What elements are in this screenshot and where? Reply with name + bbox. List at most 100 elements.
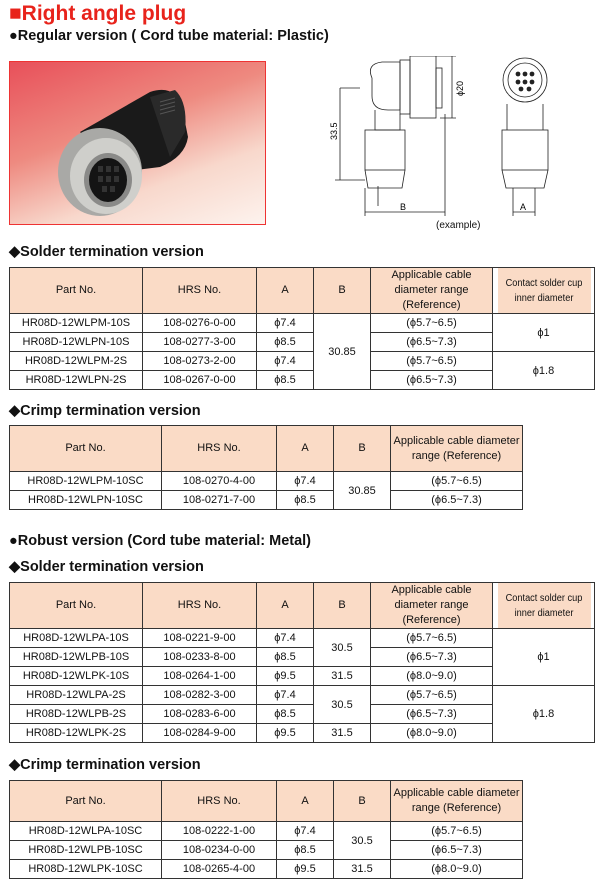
cell-dim-a: ϕ8.5: [276, 840, 334, 860]
cell-part-no: HR08D-12WLPN-10S: [9, 332, 143, 352]
column-header-part-no: Part No.: [9, 780, 162, 822]
cell-cable-range: (ϕ5.7~6.5): [370, 313, 493, 333]
cell-cable-range: (ϕ5.7~6.5): [370, 351, 493, 371]
column-header-dim-b: B: [313, 582, 371, 629]
header-row: Part No. HRS No. A B Applicable cable diamet…: [9, 425, 523, 472]
cell-hrs-no: 108-0234-0-00: [161, 840, 277, 860]
cell-hrs-no: 108-0276-0-00: [142, 313, 257, 333]
column-header-part-no: Part No.: [9, 267, 143, 314]
cell-hrs-no: 108-0233-8-00: [142, 647, 257, 667]
regular-version-heading: ●Regular version ( Cord tube material: P…: [9, 28, 329, 44]
regular-crimp-table: Part No. HRS No. A B Applicable cable diamet…: [9, 425, 523, 510]
robust-crimp-table: Part No. HRS No. A B Applicable cable diamet…: [9, 780, 523, 879]
column-header-hrs-no: HRS No.: [142, 582, 257, 629]
cell-dim-a: ϕ8.5: [256, 647, 314, 667]
header-row: Part No. HRS No. A B Applicable cable diamet…: [9, 780, 523, 822]
cell-cable-range: (ϕ5.7~6.5): [370, 628, 493, 648]
cell-dim-a: ϕ7.4: [256, 351, 314, 371]
cell-part-no: HR08D-12WLPM-10S: [9, 313, 143, 333]
cell-dim-b: 30.85: [313, 313, 371, 390]
cell-part-no: HR08D-12WLPA-10SC: [9, 821, 162, 841]
dim-height-label: 33.5: [329, 122, 339, 140]
cell-dim-a: ϕ9.5: [276, 859, 334, 879]
cell-dim-a: ϕ8.5: [276, 490, 334, 510]
cell-dim-a: ϕ9.5: [256, 723, 314, 743]
table-row: HR08D-12WLPA-10S 108-0221-9-00 ϕ7.4 30.5 (ϕ5…: [9, 628, 595, 686]
column-header-solder-cup-diameter: Contact solder cup inner diameter: [496, 267, 591, 314]
table-row: HR08D-12WLPN-10SC 108-0271-7-00 ϕ8.5 (ϕ6.5~…: [9, 490, 523, 510]
drawing-caption: (example): [436, 220, 481, 231]
cell-dim-a: ϕ7.4: [256, 628, 314, 648]
dim-b-label: B: [400, 202, 406, 212]
cell-hrs-no: 108-0277-3-00: [142, 332, 257, 352]
cell-solder-cup-diameter: ϕ1: [492, 628, 595, 686]
cell-dim-a: ϕ7.4: [276, 821, 334, 841]
section-heading: ◆Crimp termination version: [9, 757, 201, 773]
cell-dim-b: 30.5: [313, 628, 371, 667]
cell-part-no: HR08D-12WLPK-2S: [9, 723, 143, 743]
dimension-drawing: 33.5 ϕ20 B A: [329, 56, 549, 216]
table-row: HR08D-12WLPA-10SC 108-0222-1-00 ϕ7.4 30.5 (ϕ…: [9, 821, 523, 860]
cell-dim-a: ϕ9.5: [256, 666, 314, 686]
column-header-cable-range: Applicable cable diameter range (Referen…: [370, 267, 493, 314]
table-row: HR08D-12WLPB-2S 108-0283-6-00 ϕ8.5 (ϕ6.5~7.…: [9, 704, 595, 724]
cell-dim-a: ϕ8.5: [256, 704, 314, 724]
column-header-hrs-no: HRS No.: [142, 267, 257, 314]
section-heading: ◆Solder termination version: [9, 244, 204, 260]
column-header-hrs-no: HRS No.: [161, 425, 277, 472]
product-photo: [9, 61, 266, 225]
cell-part-no: HR08D-12WLPA-2S: [9, 685, 143, 705]
cell-hrs-no: 108-0271-7-00: [161, 490, 277, 510]
cell-dim-a: ϕ7.4: [276, 471, 334, 491]
cell-solder-cup-diameter: ϕ1.8: [492, 685, 595, 743]
table-row: HR08D-12WLPK-2S 108-0284-9-00 ϕ9.5 31.5 (ϕ8.…: [9, 723, 595, 743]
table-row: HR08D-12WLPM-10SC 108-0270-4-00 ϕ7.4 30.85(…: [9, 471, 523, 510]
header-row: Part No. HRS No. A B Applicable cable diamet…: [9, 582, 595, 629]
robust-solder-table: Part No. HRS No. A B Applicable cable diamet…: [9, 582, 595, 743]
cell-dim-b: 30.5: [313, 685, 371, 724]
cell-dim-b: 30.85: [333, 471, 391, 510]
table-row: HR08D-12WLPK-10SC 108-0265-4-00 ϕ9.5 31.5 (ϕ…: [9, 859, 523, 879]
table-row: HR08D-12WLPM-10S 108-0276-0-00 ϕ7.4 30.85 (ϕ…: [9, 313, 595, 390]
cell-dim-a: ϕ7.4: [256, 685, 314, 705]
table-row: HR08D-12WLPA-2S 108-0282-3-00 ϕ7.4 30.5 (ϕ5.…: [9, 685, 595, 743]
cell-hrs-no: 108-0273-2-00: [142, 351, 257, 371]
column-header-dim-b: B: [333, 425, 391, 472]
cell-hrs-no: 108-0222-1-00: [161, 821, 277, 841]
cell-part-no: HR08D-12WLPK-10SC: [9, 859, 162, 879]
column-header-solder-cup-diameter: Contact solder cup inner diameter: [496, 582, 591, 629]
cell-dim-b: 31.5: [313, 666, 371, 686]
column-header-dim-a: A: [276, 425, 334, 472]
column-header-dim-a: A: [256, 582, 314, 629]
cell-hrs-no: 108-0282-3-00: [142, 685, 257, 705]
cell-cable-range: (ϕ6.5~7.3): [370, 370, 493, 390]
cell-cable-range: (ϕ8.0~9.0): [370, 723, 493, 743]
cell-solder-cup-diameter: ϕ1: [492, 313, 595, 352]
cell-dim-b: 30.5: [333, 821, 391, 860]
cell-hrs-no: 108-0267-0-00: [142, 370, 257, 390]
dim-diameter-label: ϕ20: [455, 81, 465, 96]
table-row: HR08D-12WLPN-10S 108-0277-3-00 ϕ8.5 (ϕ6.5~7…: [9, 332, 595, 352]
cell-dim-b: 31.5: [333, 859, 391, 879]
column-header-cable-range: Applicable cable diameter range (Referen…: [390, 425, 523, 472]
cell-hrs-no: 108-0283-6-00: [142, 704, 257, 724]
cell-hrs-no: 108-0270-4-00: [161, 471, 277, 491]
cell-cable-range: (ϕ8.0~9.0): [390, 859, 523, 879]
cell-part-no: HR08D-12WLPA-10S: [9, 628, 143, 648]
table-row: HR08D-12WLPB-10SC 108-0234-0-00 ϕ8.5 (ϕ6.5~…: [9, 840, 523, 860]
column-header-cable-range: Applicable cable diameter range (Referen…: [370, 582, 493, 629]
cell-hrs-no: 108-0265-4-00: [161, 859, 277, 879]
column-header-dim-b: B: [313, 267, 371, 314]
cell-part-no: HR08D-12WLPN-10SC: [9, 490, 162, 510]
cell-cable-range: (ϕ6.5~7.3): [390, 840, 523, 860]
cell-cable-range: (ϕ6.5~7.3): [370, 647, 493, 667]
cell-dim-a: ϕ7.4: [256, 313, 314, 333]
cell-hrs-no: 108-0264-1-00: [142, 666, 257, 686]
cell-cable-range: (ϕ8.0~9.0): [370, 666, 493, 686]
cell-hrs-no: 108-0284-9-00: [142, 723, 257, 743]
cell-cable-range: (ϕ6.5~7.3): [390, 490, 523, 510]
table-row: HR08D-12WLPM-2S 108-0273-2-00 ϕ7.4 (ϕ5.7~6.…: [9, 351, 595, 390]
cell-part-no: HR08D-12WLPK-10S: [9, 666, 143, 686]
cell-dim-a: ϕ8.5: [256, 332, 314, 352]
column-header-dim-b: B: [333, 780, 391, 822]
